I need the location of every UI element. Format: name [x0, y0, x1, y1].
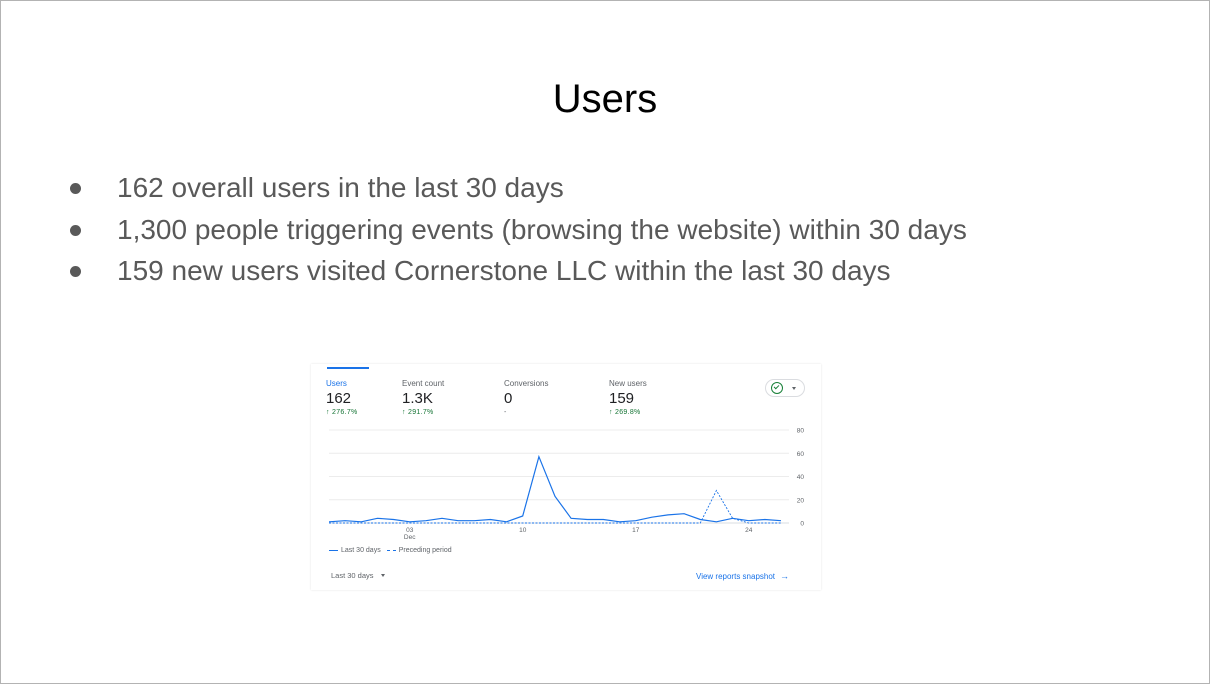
legend-solid-swatch: [329, 550, 338, 551]
bullet-list: 162 overall users in the last 30 days 1,…: [67, 167, 967, 292]
metric-label: New users: [609, 379, 647, 388]
x-tick-sublabel: Dec: [404, 534, 416, 541]
legend-item-current: Last 30 days: [329, 547, 381, 554]
metric-change: -: [504, 409, 507, 416]
x-tick-label: 24: [745, 527, 753, 534]
legend-label: Last 30 days: [341, 547, 381, 554]
bullet-dot-icon: [70, 183, 81, 194]
bullet-item: 159 new users visited Cornerstone LLC wi…: [67, 250, 967, 292]
arrow-right-icon: →: [780, 571, 790, 581]
metric-change: ↑ 269.8%: [609, 409, 641, 416]
date-range-dropdown[interactable]: Last 30 days: [331, 571, 385, 580]
chart-legend: Last 30 days Preceding period: [329, 547, 458, 554]
analytics-card: Users 162 ↑ 276.7% Event count 1.3K ↑ 29…: [311, 364, 821, 590]
x-tick-label: 17: [632, 527, 640, 534]
metric-label: Users: [326, 379, 347, 388]
bullet-dot-icon: [70, 266, 81, 277]
bullet-dot-icon: [70, 224, 81, 236]
y-tick-label: 80: [797, 428, 805, 435]
bullet-item: 162 overall users in the last 30 days: [67, 167, 967, 209]
bullet-text: 1,300 people triggering events (browsing…: [117, 213, 967, 245]
metric-change: ↑ 276.7%: [326, 409, 358, 416]
chevron-down-icon: [792, 387, 796, 390]
view-link-label: View reports snapshot: [696, 571, 776, 581]
y-tick-label: 0: [800, 521, 804, 528]
metric-tab-users[interactable]: Users 162 ↑ 276.7%: [326, 379, 358, 416]
metric-value: 0: [504, 390, 513, 407]
status-dropdown[interactable]: [765, 379, 805, 397]
bullet-text: 162 overall users in the last 30 days: [117, 172, 564, 203]
y-tick-label: 20: [797, 497, 805, 504]
legend-dashed-swatch: [386, 550, 396, 551]
y-tick-label: 60: [797, 451, 805, 458]
metric-change: ↑ 291.7%: [402, 409, 434, 416]
metric-label: Conversions: [504, 379, 549, 388]
view-reports-snapshot-link[interactable]: View reports snapshot →: [696, 571, 789, 581]
bullet-item: 1,300 people triggering events (browsing…: [67, 209, 967, 251]
date-range-label: Last 30 days: [331, 571, 374, 580]
x-tick-label: 10: [519, 527, 527, 534]
series-line-last-30-days: [328, 454, 782, 523]
bullet-text: 159 new users visited Cornerstone LLC wi…: [117, 255, 891, 286]
metric-value: 159: [609, 390, 635, 407]
active-tab-indicator: [327, 367, 369, 369]
check-circle-icon: [771, 382, 783, 394]
metric-tab-event-count[interactable]: Event count 1.3K ↑ 291.7%: [402, 379, 444, 416]
metric-tab-new-users[interactable]: New users 159 ↑ 269.8%: [609, 379, 647, 416]
metric-tab-conversions[interactable]: Conversions 0 -: [504, 379, 548, 416]
y-tick-label: 40: [797, 474, 805, 481]
series-line-preceding-period: [329, 489, 781, 524]
x-tick-label: 03: [406, 527, 414, 534]
legend-label: Preceding period: [398, 547, 452, 554]
metric-value: 1.3K: [402, 390, 433, 407]
chevron-down-icon: [380, 574, 385, 577]
slide-title: Users: [552, 77, 658, 121]
legend-item-previous: Preceding period: [386, 547, 452, 554]
metric-label: Event count: [402, 379, 445, 388]
metric-value: 162: [326, 390, 352, 407]
